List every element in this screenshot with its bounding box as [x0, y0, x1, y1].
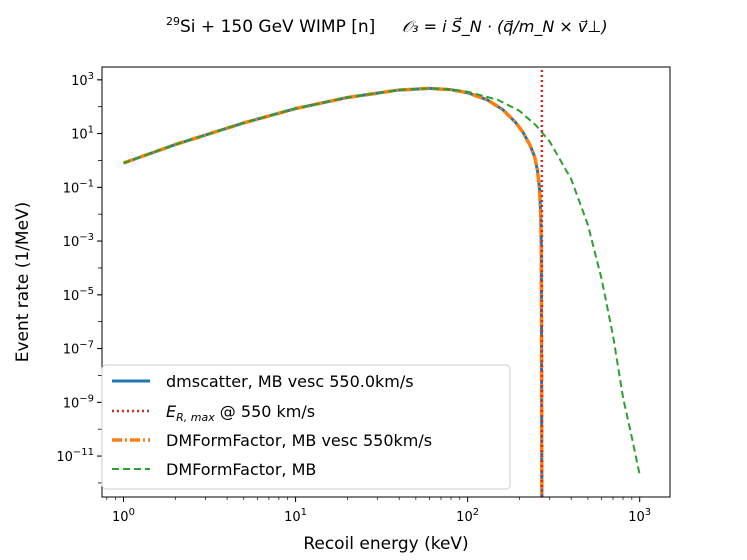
- series-line-3: [123, 87, 641, 476]
- plot-frame: [101, 66, 671, 498]
- title-operator: 𝒪₃ = i S⃗_N · (q⃗/m_N × v⃗⊥): [402, 16, 608, 37]
- x-tick-label-1: 101: [284, 507, 307, 525]
- legend-label-dmformfactor-vesc: DMFormFactor, MB vesc 550km/s: [166, 431, 432, 450]
- legend-er-sub: R, max: [176, 411, 215, 424]
- legend-label-dmscatter: dmscatter, MB vesc 550.0km/s: [166, 372, 414, 391]
- y-tick-label-7: 10−11: [56, 447, 94, 465]
- legend-er-rest: @ 550 km/s: [215, 402, 315, 421]
- title-main: Si + 150 GeV WIMP [n]: [180, 17, 375, 37]
- svg-text:29Si + 150 GeV WIMP [n]: 29Si + 150 GeV WIMP [n]: [166, 15, 375, 37]
- x-tick-label-3: 103: [628, 507, 651, 525]
- y-axis-ticks: 103 101 10−1 10−3 10−5 10−7 10−9 10−11: [56, 71, 102, 484]
- y-tick-label-2: 10−1: [63, 178, 94, 196]
- legend-box: [101, 364, 511, 490]
- legend-label-dmformfactor-mb: DMFormFactor, MB: [166, 460, 316, 479]
- chart-title: 29Si + 150 GeV WIMP [n] 𝒪₃ = i S⃗_N · (q…: [166, 15, 608, 37]
- legend-label-er-max: ER, max @ 550 km/s: [166, 402, 315, 424]
- y-tick-label-3: 10−3: [63, 232, 94, 250]
- y-tick-label-0: 103: [71, 71, 94, 89]
- legend-er-main: E: [166, 402, 177, 421]
- title-isotope-mass: 29: [166, 15, 180, 28]
- y-axis-title: Event rate (1/MeV): [13, 202, 33, 363]
- y-tick-label-4: 10−5: [63, 286, 94, 304]
- y-tick-label-5: 10−7: [63, 340, 94, 358]
- y-tick-label-1: 101: [71, 125, 94, 143]
- x-tick-label-2: 102: [456, 507, 479, 525]
- y-tick-label-6: 10−9: [63, 393, 94, 411]
- x-axis-ticks: 100 101 102 103: [106, 497, 651, 525]
- legend: dmscatter, MB vesc 550.0km/s ER, max @ 5…: [101, 364, 511, 490]
- x-tick-label-0: 100: [112, 507, 135, 525]
- series-layer: [122, 67, 641, 498]
- x-axis-title: Recoil energy (keV): [303, 534, 468, 554]
